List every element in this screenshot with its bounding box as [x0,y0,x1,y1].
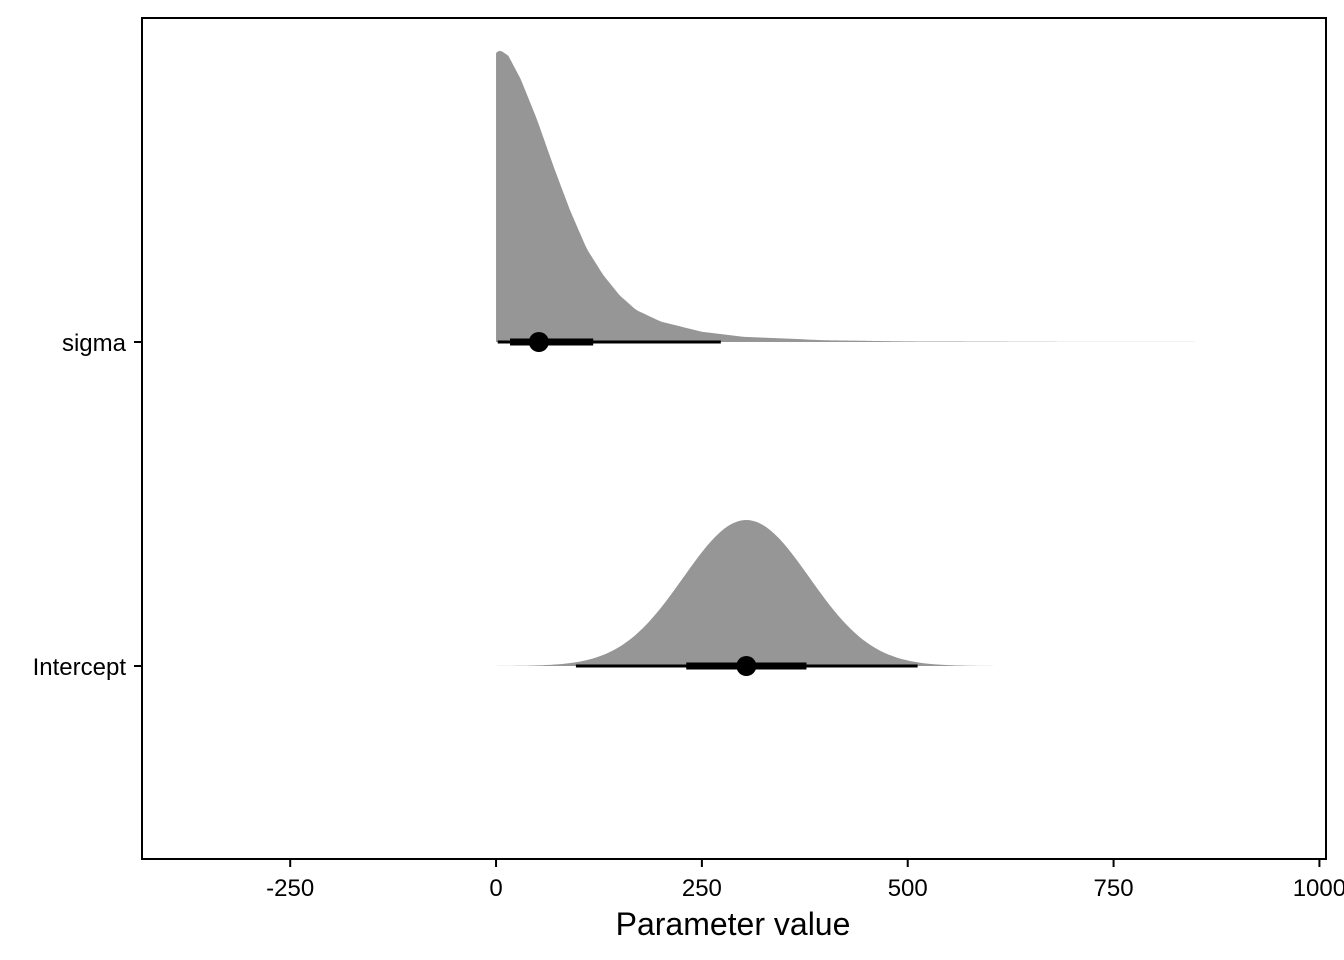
y-tick-label-sigma: sigma [62,330,127,357]
x-tick-label: 500 [888,875,928,902]
x-axis: -250 0 250 500 750 1000 [266,859,1344,902]
y-tick-label-intercept: Intercept [33,654,127,681]
x-tick-label: 1000 [1293,875,1344,902]
point-estimate-intercept [736,656,757,676]
x-tick-label: -250 [266,875,314,902]
plot-panel [141,17,1327,860]
x-tick-label: 750 [1094,875,1134,902]
point-estimate-sigma [528,332,549,352]
density-intercept [195,520,1295,666]
x-tick-label: 250 [682,875,722,902]
chart-marks [195,50,1295,676]
x-axis-title: Parameter value [616,906,851,942]
density-sigma [496,50,1295,343]
x-tick-label: 0 [489,875,502,902]
y-axis: sigma Intercept [33,330,142,681]
